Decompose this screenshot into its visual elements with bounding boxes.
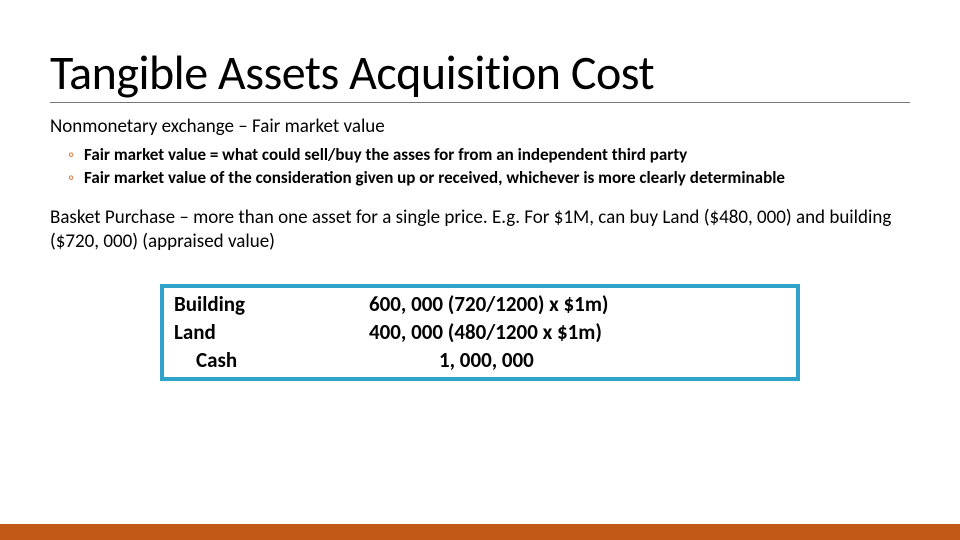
cell-account: Building bbox=[174, 290, 369, 318]
bottom-accent-bar bbox=[0, 524, 960, 540]
basket-purchase-paragraph: Basket Purchase – more than one asset fo… bbox=[50, 206, 910, 254]
bullet-icon: ◦ bbox=[68, 167, 74, 190]
cell-amount: 600, 000 (720/1200) x $1m) bbox=[369, 290, 788, 318]
bullet-icon: ◦ bbox=[68, 144, 74, 167]
sub-item: ◦ Fair market value of the consideration… bbox=[68, 167, 910, 190]
cell-amount: 400, 000 (480/1200 x $1m) bbox=[369, 318, 788, 346]
table-row: Land 400, 000 (480/1200 x $1m) bbox=[174, 318, 788, 346]
sub-list: ◦ Fair market value = what could sell/bu… bbox=[68, 144, 910, 190]
cell-amount: 1, 000, 000 bbox=[369, 346, 788, 374]
allocation-box: Building 600, 000 (720/1200) x $1m) Land… bbox=[160, 284, 800, 381]
sub-item-text: Fair market value = what could sell/buy … bbox=[84, 144, 687, 167]
sub-item: ◦ Fair market value = what could sell/bu… bbox=[68, 144, 910, 167]
table-row: Cash 1, 000, 000 bbox=[174, 346, 788, 374]
sub-item-text: Fair market value of the consideration g… bbox=[84, 167, 785, 190]
slide-title: Tangible Assets Acquisition Cost bbox=[50, 48, 910, 103]
allocation-box-wrap: Building 600, 000 (720/1200) x $1m) Land… bbox=[160, 284, 800, 381]
cell-account: Land bbox=[174, 318, 369, 346]
table-row: Building 600, 000 (720/1200) x $1m) bbox=[174, 290, 788, 318]
slide: Tangible Assets Acquisition Cost Nonmone… bbox=[0, 0, 960, 540]
heading-nonmonetary: Nonmonetary exchange – Fair market value bbox=[50, 115, 910, 138]
cell-account: Cash bbox=[174, 346, 369, 374]
